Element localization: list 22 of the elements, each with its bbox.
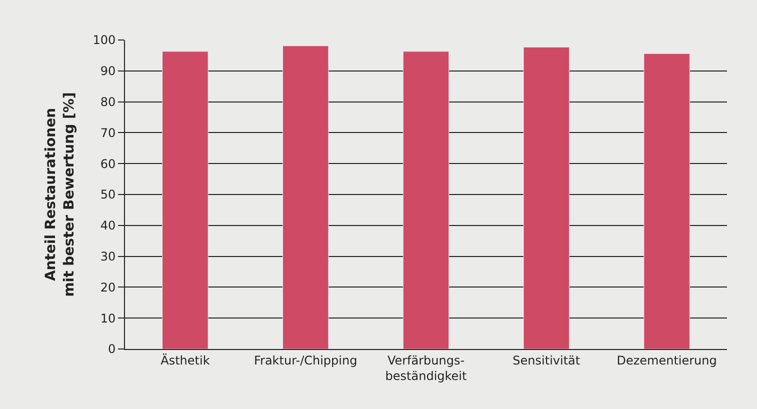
bar — [282, 46, 329, 349]
bar — [402, 51, 450, 349]
y-tick-label: 60 — [100, 156, 116, 171]
y-tick-label: 10 — [100, 311, 116, 326]
y-tick-label: 50 — [100, 188, 116, 202]
x-tick-label: Dezementierung — [616, 353, 717, 368]
bar — [523, 46, 570, 349]
x-tick-label: Verfärbungs- beständigkeit — [385, 353, 468, 383]
x-tick-label: Fraktur-/Chipping — [254, 353, 358, 368]
y-axis-title: Anteil Restaurationen mit bester Bewertung [%] — [43, 92, 78, 297]
y-tick-label: 100 — [92, 33, 116, 48]
y-tick-label: 80 — [100, 95, 116, 109]
x-tick-label: Ästhetik — [160, 353, 210, 368]
y-tick-label: 30 — [100, 250, 116, 264]
bar — [162, 51, 208, 349]
y-tick-label: 40 — [100, 218, 116, 233]
y-tick-label: 20 — [100, 280, 116, 294]
y-tick-label: 90 — [100, 64, 116, 78]
y-tick-label: 0 — [108, 342, 116, 356]
y-tick-label: 70 — [100, 126, 116, 140]
x-tick-label: Sensitivität — [512, 353, 580, 368]
bar — [644, 53, 690, 349]
